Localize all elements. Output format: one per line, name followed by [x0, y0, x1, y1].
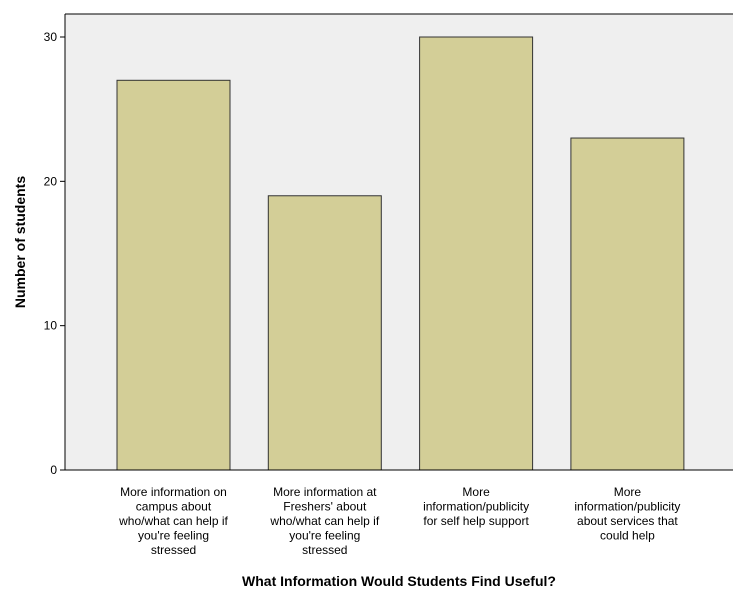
x-tick-label-line: who/what can help if: [118, 514, 228, 528]
y-tick-label-10: 10: [44, 319, 58, 333]
x-tick-label-4: More information/publicity about services …: [574, 485, 680, 543]
y-ticks-group: 0 10 20 30: [44, 30, 65, 477]
x-tick-label-line: information/publicity: [423, 500, 529, 514]
y-tick-label-30: 30: [44, 30, 58, 44]
x-tick-label-line: you're feeling: [138, 529, 209, 543]
y-tick-label-20: 20: [44, 174, 58, 188]
y-tick-label-0: 0: [50, 463, 57, 477]
x-tick-label-3: More information/publicity for self help s…: [423, 485, 529, 528]
x-tick-label-line: for self help support: [423, 514, 529, 528]
x-tick-label-line: More information at: [273, 485, 377, 499]
bar-1: [116, 79, 231, 471]
axes-group: [64, 13, 733, 471]
x-tick-label-line: about services that: [577, 514, 678, 528]
x-tick-label-line: could help: [600, 529, 655, 543]
bars-group: [116, 36, 685, 471]
x-tick-label-2: More information at Freshers' about who/wh…: [269, 485, 379, 557]
bar-3: [419, 36, 534, 471]
x-tick-label-line: you're feeling: [289, 529, 360, 543]
x-tick-label-line: stressed: [151, 543, 196, 557]
x-tick-labels-group: More information on campus about who/what …: [118, 485, 680, 557]
x-tick-label-line: information/publicity: [574, 500, 680, 514]
x-tick-label-line: More: [462, 485, 490, 499]
y-axis-title: Number of students: [12, 176, 28, 308]
x-axis-title: What Information Would Students Find Use…: [242, 573, 556, 589]
x-tick-label-line: Freshers' about: [283, 500, 367, 514]
x-tick-label-line: campus about: [136, 500, 212, 514]
x-tick-label-line: More: [614, 485, 642, 499]
bar-2: [267, 195, 382, 471]
x-tick-label-line: who/what can help if: [269, 514, 379, 528]
bar-4: [570, 137, 685, 471]
x-tick-label-line: stressed: [302, 543, 347, 557]
x-tick-label-1: More information on campus about who/what …: [118, 485, 228, 557]
x-tick-label-line: More information on: [120, 485, 227, 499]
